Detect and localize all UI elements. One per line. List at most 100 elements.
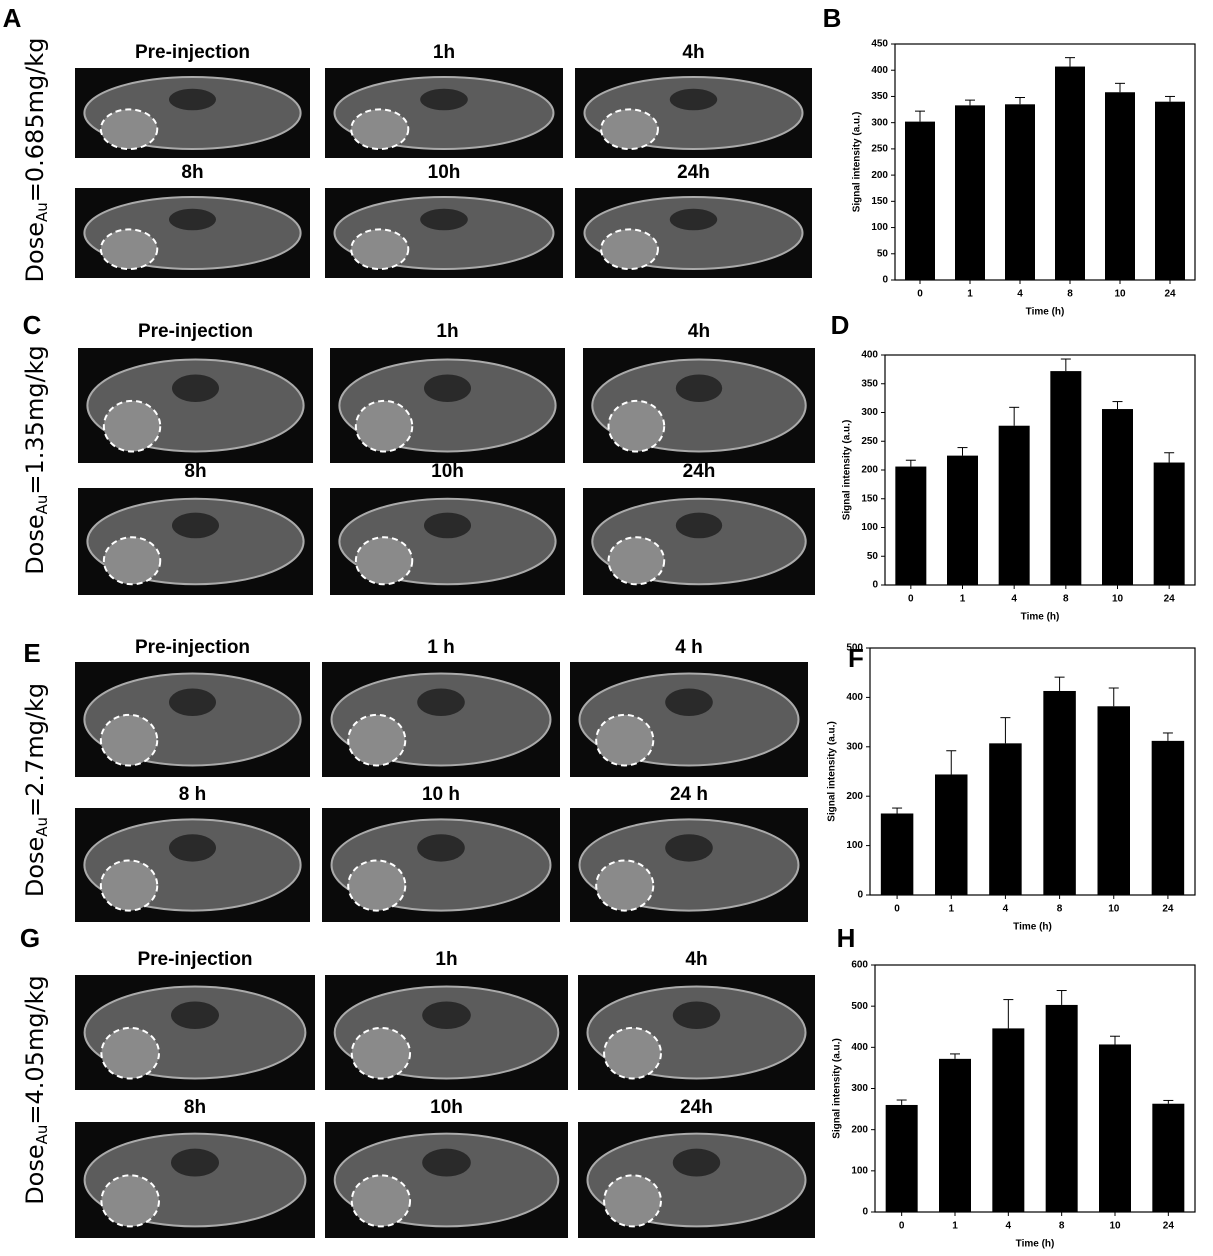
image-label: Pre-injection xyxy=(138,321,253,342)
tumor-outline xyxy=(101,1175,159,1226)
y-axis-label: Signal intensity (a.u.) xyxy=(832,1038,843,1139)
tumor-outline xyxy=(609,401,665,452)
y-tick-label: 250 xyxy=(861,436,878,447)
image-label: 8 h xyxy=(179,784,206,805)
tumor-outline xyxy=(609,537,665,584)
y-tick-label: 300 xyxy=(871,117,888,128)
dose-subscript: Au xyxy=(33,202,51,222)
bar xyxy=(1155,102,1185,280)
y-tick-label: 200 xyxy=(861,465,878,476)
mri-organ xyxy=(169,209,216,231)
y-tick-label: 500 xyxy=(851,1001,868,1012)
mri-organ xyxy=(673,1001,720,1029)
x-tick-label: 10 xyxy=(1114,289,1126,300)
bar xyxy=(1098,706,1131,895)
x-tick-label: 8 xyxy=(1057,904,1063,915)
y-tick-label: 0 xyxy=(872,580,878,591)
figure: ADoseAu=0.685mg/kgPre-injection1h4h8h10h… xyxy=(0,0,1213,1256)
mri-organ xyxy=(676,374,722,402)
image-label: 24h xyxy=(683,461,716,482)
image-label: 1 h xyxy=(427,637,454,658)
x-tick-label: 24 xyxy=(1163,1221,1175,1232)
bar xyxy=(1154,463,1185,585)
mri-organ xyxy=(420,209,468,231)
mri-organ xyxy=(171,1149,219,1177)
mri-organ xyxy=(417,688,465,716)
y-tick-label: 150 xyxy=(871,196,888,207)
dose-value: =2.7mg/kg xyxy=(21,683,49,817)
image-label: 8h xyxy=(184,461,206,482)
y-tick-label: 50 xyxy=(867,551,879,562)
bar xyxy=(895,467,926,585)
y-axis-label: Signal intensity (a.u.) xyxy=(852,112,863,213)
tumor-outline xyxy=(351,229,408,269)
mri-organ xyxy=(670,89,717,111)
image-label: 4h xyxy=(682,42,704,63)
y-tick-label: 300 xyxy=(846,741,863,752)
x-tick-label: 8 xyxy=(1059,1221,1065,1232)
bar xyxy=(905,122,935,280)
dose-base: Dose xyxy=(21,837,49,897)
mri-organ xyxy=(169,89,216,111)
image-label: 10h xyxy=(431,461,464,482)
image-label: 24h xyxy=(677,162,710,183)
x-tick-label: 0 xyxy=(894,904,900,915)
tumor-outline xyxy=(601,109,658,149)
bar xyxy=(1152,741,1185,895)
panel-letter: C xyxy=(23,310,42,340)
mri-organ xyxy=(673,1149,720,1177)
tumor-outline xyxy=(351,109,408,149)
image-label: 24 h xyxy=(670,784,708,805)
bar xyxy=(935,774,968,895)
x-tick-label: 10 xyxy=(1109,1221,1121,1232)
dose-base: Dose xyxy=(21,1144,49,1204)
image-label: 4 h xyxy=(675,637,702,658)
panel-letter: D xyxy=(831,310,850,340)
y-tick-label: 350 xyxy=(871,91,888,102)
dose-label: DoseAu=4.05mg/kg xyxy=(21,975,51,1205)
y-tick-label: 200 xyxy=(871,170,888,181)
bar xyxy=(955,105,985,280)
x-tick-label: 24 xyxy=(1162,904,1174,915)
tumor-outline xyxy=(101,860,157,910)
image-label: 8h xyxy=(184,1097,206,1118)
tumor-outline xyxy=(104,401,160,452)
x-axis-label: Time (h) xyxy=(1021,612,1060,623)
y-tick-label: 250 xyxy=(871,144,888,155)
y-tick-label: 600 xyxy=(851,960,868,971)
tumor-outline xyxy=(604,1028,661,1079)
x-tick-label: 4 xyxy=(1003,904,1009,915)
tumor-outline xyxy=(348,860,405,910)
bar xyxy=(1152,1104,1184,1212)
image-label: Pre-injection xyxy=(137,949,252,970)
image-label: 24h xyxy=(680,1097,713,1118)
mri-organ xyxy=(676,513,722,539)
bar xyxy=(999,426,1030,585)
mri-organ xyxy=(420,89,468,111)
image-label: 1h xyxy=(436,321,458,342)
tumor-outline xyxy=(604,1175,661,1226)
x-tick-label: 10 xyxy=(1112,594,1124,605)
x-axis-label: Time (h) xyxy=(1013,922,1052,933)
dose-subscript: Au xyxy=(33,495,51,515)
plot-frame xyxy=(870,648,1195,895)
x-tick-label: 4 xyxy=(1006,1221,1012,1232)
dose-label: DoseAu=0.685mg/kg xyxy=(21,38,51,283)
tumor-outline xyxy=(104,537,160,584)
tumor-outline xyxy=(348,715,405,766)
tumor-outline xyxy=(596,715,653,766)
tumor-outline xyxy=(101,109,157,149)
mri-organ xyxy=(665,834,713,861)
bar xyxy=(1102,409,1133,585)
y-tick-label: 0 xyxy=(882,275,888,286)
tumor-outline xyxy=(356,537,412,584)
image-label: 10 h xyxy=(422,784,460,805)
x-tick-label: 4 xyxy=(1011,594,1017,605)
tumor-outline xyxy=(101,229,157,269)
tumor-outline xyxy=(356,401,412,452)
mri-organ xyxy=(422,1001,471,1029)
x-tick-label: 10 xyxy=(1108,904,1120,915)
panel-letter: E xyxy=(23,638,40,668)
mri-organ xyxy=(169,688,216,716)
mri-organ xyxy=(169,834,216,861)
